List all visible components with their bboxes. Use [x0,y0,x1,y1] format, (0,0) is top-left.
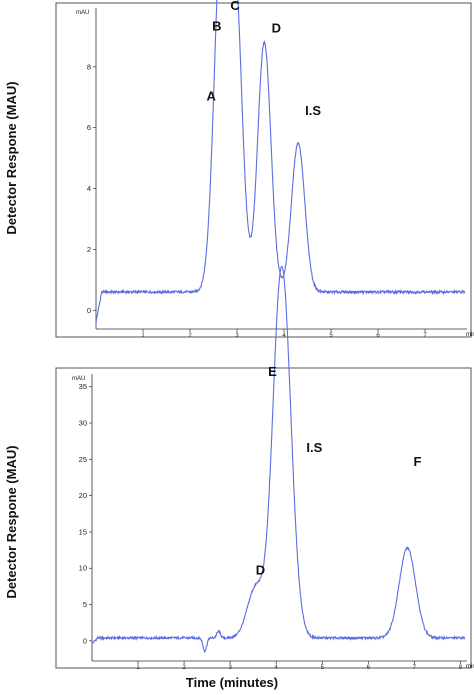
y-tick-label: 6 [87,123,91,132]
x-tick-label: 8 [459,665,463,671]
peak-label: A [207,89,217,104]
x-tick-label: 6 [376,333,380,339]
y-tick-label: 5 [83,600,87,609]
x-tick-label: 6 [367,665,371,671]
peak-label: B [212,19,221,34]
y-tick-label: 0 [87,306,91,315]
x-unit-label: min [466,332,474,338]
x-unit-label: min [466,664,474,670]
y-tick-label: 4 [87,184,91,193]
y-tick-label: 10 [79,564,87,573]
x-tick-label: 4 [282,333,286,339]
x-tick-label: 7 [423,333,427,339]
x-tick-label: 1 [141,333,145,339]
chromatogram-trace [91,265,466,653]
peak-label: D [272,20,281,35]
peak-label: D [256,563,265,578]
peak-label: F [413,454,421,469]
peak-label: I.S [306,440,322,455]
x-tick-label: 1 [136,665,140,671]
x-tick-label: 2 [188,333,192,339]
y-axis-title-bottom: Detector Respone (MAU) [4,445,19,598]
y-tick-label: 2 [87,245,91,254]
chromatogram-panel-1: mAU min 0 2 4 6 8 1 2 3 4 5 6 7 A BC D I.S [55,0,474,339]
y-unit-label: mAU [76,10,89,16]
y-tick-label: 25 [79,455,87,464]
x-tick-label: 5 [321,665,325,671]
y-unit-label: mAU [72,376,85,382]
y-tick-label: 0 [83,636,87,645]
x-tick-label: 7 [413,665,417,671]
x-tick-label: 5 [329,333,333,339]
y-tick-label: 30 [79,419,87,428]
x-tick-label: 3 [235,333,239,339]
y-tick-label: 8 [87,62,91,71]
chromatogram-trace [95,0,466,324]
panel-frame [55,367,472,669]
x-tick-label: 3 [228,665,232,671]
y-tick-label: 15 [79,527,87,536]
y-tick-label: 20 [79,491,87,500]
peak-label: I.S [305,103,321,118]
y-axis-title-top: Detector Respone (MAU) [4,81,19,234]
x-tick-label: 4 [275,665,279,671]
peak-label: E [268,364,277,379]
x-tick-label: 2 [182,665,186,671]
peak-label: C [230,0,240,13]
y-tick-label: 35 [79,382,87,391]
x-axis-title: Time (minutes) [186,675,278,690]
panel-frame [55,2,472,338]
